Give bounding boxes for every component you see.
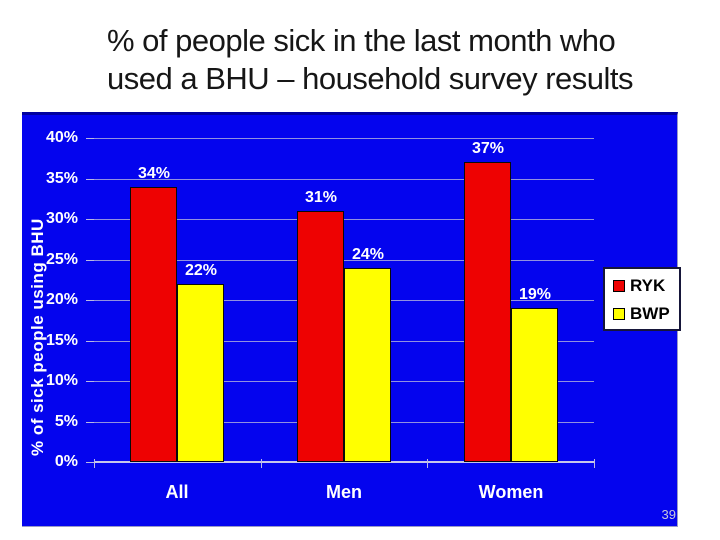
- bar-ryk-men: [297, 211, 344, 462]
- bar-bwp-men: [344, 268, 391, 462]
- gridline-40: [94, 138, 594, 139]
- bar-label-ryk-all: 34%: [137, 165, 171, 182]
- bar-ryk-all: [130, 187, 177, 462]
- legend-label-bwp: BWP: [630, 304, 670, 323]
- x-axis-line: [94, 461, 594, 463]
- legend-item-bwp: BWP: [613, 305, 679, 322]
- y-tick-label-15: 15%: [45, 332, 78, 349]
- bar-chart: % of sick people using BHU 0% 5% 10% 15% 20%…: [22, 112, 681, 527]
- x-category-label-women: Women: [478, 482, 544, 502]
- gridline-25: [94, 260, 594, 261]
- y-tick-label-30: 30%: [45, 210, 78, 227]
- y-tick-label-35: 35%: [45, 170, 78, 187]
- bar-bwp-all: [177, 284, 224, 462]
- legend-swatch-bwp: [613, 307, 625, 320]
- y-tick-5: [86, 422, 94, 423]
- page-title-line1: % of people sick in the last month who: [107, 23, 616, 58]
- y-tick-10: [86, 381, 94, 382]
- page-title: % of people sick in the last month who u…: [107, 22, 687, 98]
- x-axis-tick-2: [427, 459, 428, 468]
- legend-swatch-ryk: [613, 279, 625, 292]
- x-category-label-men: Men: [326, 482, 362, 502]
- page-title-line2: used a BHU – household survey results: [107, 61, 634, 96]
- chart-legend: RYK BWP: [603, 267, 681, 331]
- y-tick-label-10: 10%: [45, 372, 78, 389]
- y-tick-0: [86, 462, 94, 463]
- plot-area: 0% 5% 10% 15% 20% 25% 30% 35% 40% 34% 22% All 31% 24%…: [22, 112, 677, 523]
- y-tick-label-20: 20%: [45, 291, 78, 308]
- y-tick-label-5: 5%: [54, 413, 78, 430]
- bar-label-bwp-all: 22%: [184, 262, 218, 279]
- y-tick-label-40: 40%: [45, 129, 78, 146]
- bar-label-bwp-men: 24%: [351, 246, 385, 263]
- x-axis-tick-0: [94, 459, 95, 468]
- bar-bwp-women: [511, 308, 558, 462]
- legend-item-ryk: RYK: [613, 277, 679, 294]
- x-category-label-all: All: [165, 482, 189, 502]
- y-tick-label-25: 25%: [45, 251, 78, 268]
- page-number: 39: [661, 507, 676, 522]
- y-tick-40: [86, 138, 94, 139]
- bar-label-ryk-men: 31%: [304, 189, 338, 206]
- x-axis-tick-1: [261, 459, 262, 468]
- bar-ryk-women: [464, 162, 511, 462]
- x-axis-tick-3: [594, 459, 595, 468]
- gridline-35: [94, 179, 594, 180]
- y-tick-label-0: 0%: [54, 453, 78, 470]
- y-tick-35: [86, 179, 94, 180]
- y-tick-25: [86, 260, 94, 261]
- y-tick-30: [86, 219, 94, 220]
- bar-label-bwp-women: 19%: [518, 286, 552, 303]
- bar-label-ryk-women: 37%: [471, 140, 505, 157]
- y-tick-15: [86, 341, 94, 342]
- gridline-30: [94, 219, 594, 220]
- y-tick-20: [86, 300, 94, 301]
- legend-label-ryk: RYK: [630, 276, 666, 295]
